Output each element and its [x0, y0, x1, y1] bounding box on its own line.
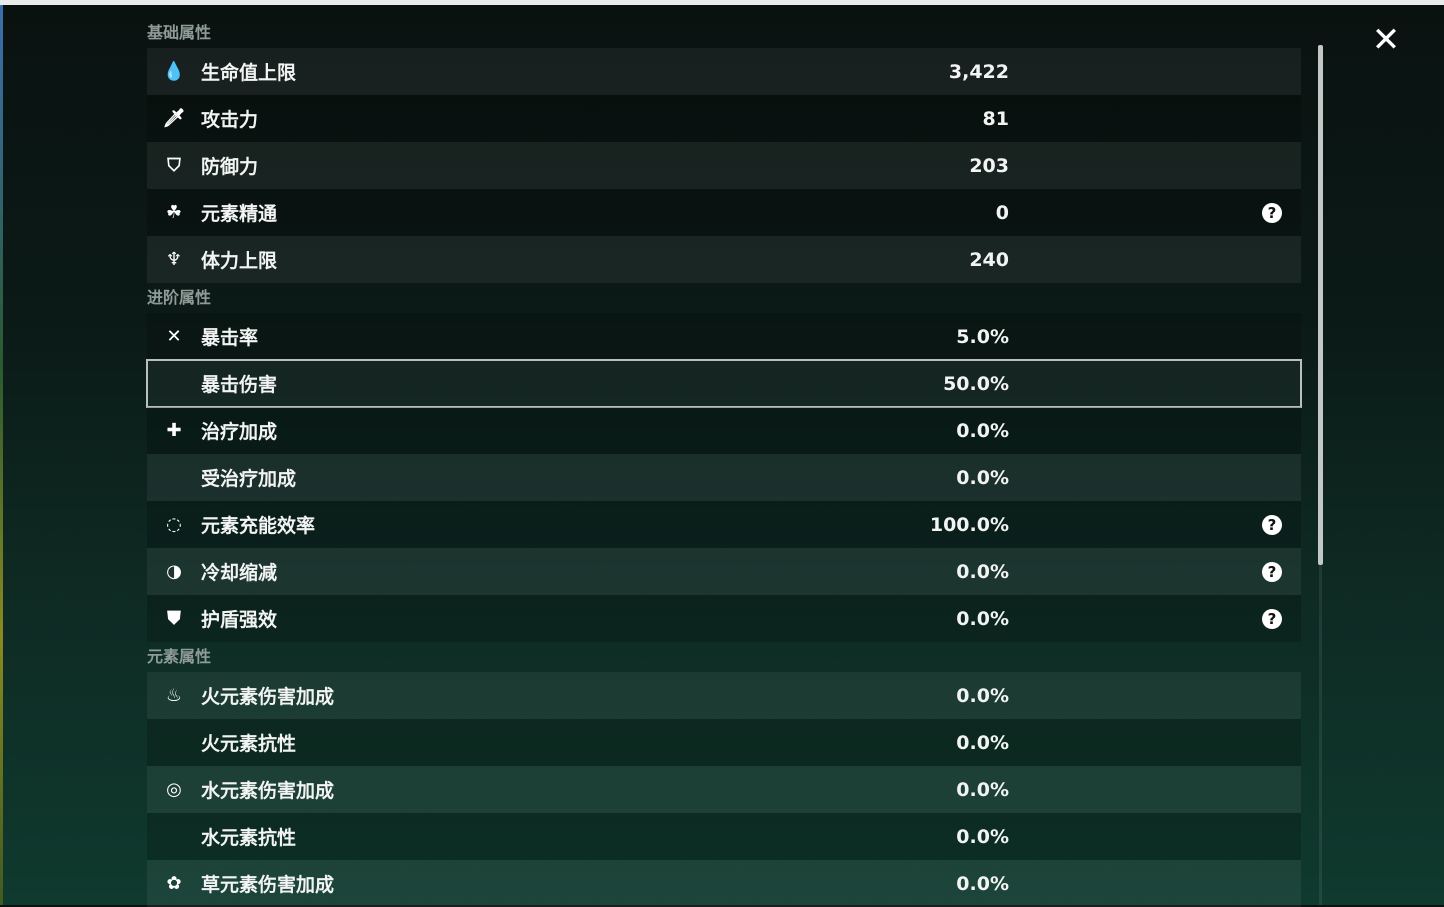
stat-row[interactable]: ✕ 暴击率 5.0%: [147, 313, 1301, 360]
stat-value: 0.0%: [956, 466, 1009, 489]
stat-value: 0.0%: [956, 778, 1009, 801]
stat-row[interactable]: ◌ 元素充能效率 100.0%?: [147, 501, 1301, 548]
stat-value: 0.0%: [956, 560, 1009, 583]
stat-value: 0.0%: [956, 872, 1009, 895]
stat-row[interactable]: ♆ 体力上限 240: [147, 236, 1301, 283]
stat-row[interactable]: 受治疗加成 0.0%: [147, 454, 1301, 501]
pyro-icon: ♨: [165, 685, 183, 706]
stat-row[interactable]: 🗡 攻击力 81: [147, 95, 1301, 142]
stat-value: 203: [969, 154, 1009, 177]
left-edge: [0, 5, 3, 905]
stat-label: 水元素伤害加成: [201, 780, 335, 802]
stat-value: 0: [995, 201, 1009, 224]
stat-label: 火元素伤害加成: [201, 686, 335, 708]
stat-label: 水元素抗性: [201, 827, 297, 849]
stat-value: 81: [982, 107, 1009, 130]
stamina-icon: ♆: [165, 249, 183, 270]
stat-label: 暴击率: [201, 327, 259, 349]
stat-label: 元素充能效率: [201, 515, 316, 537]
cooldown-icon: ◑: [166, 561, 182, 582]
stat-label: 火元素抗性: [201, 733, 297, 755]
help-icon[interactable]: ?: [1262, 561, 1282, 582]
stat-value: 50.0%: [943, 372, 1009, 395]
stat-value: 5.0%: [956, 325, 1009, 348]
section-header: 基础属性: [147, 23, 212, 42]
shield-icon: ⛉: [167, 155, 181, 176]
stat-label: 护盾强效: [201, 609, 278, 631]
stat-row[interactable]: ◑ 冷却缩减 0.0%?: [147, 548, 1301, 595]
stat-value: 240: [969, 248, 1009, 271]
stat-row[interactable]: 💧 生命值上限 3,422: [147, 48, 1301, 95]
stat-row[interactable]: ⛉ 防御力 203: [147, 142, 1301, 189]
stat-label: 草元素伤害加成: [201, 874, 335, 896]
stat-value: 0.0%: [956, 419, 1009, 442]
stat-row[interactable]: 水元素抗性 0.0%: [147, 813, 1301, 860]
stat-label: 防御力: [201, 156, 259, 178]
stat-label: 攻击力: [201, 109, 259, 131]
stat-label: 冷却缩减: [201, 562, 278, 584]
dendro-icon: ✿: [166, 873, 182, 894]
stat-row[interactable]: ◎ 水元素伤害加成 0.0%: [147, 766, 1301, 813]
hp-drop-icon: 💧: [162, 61, 186, 82]
stat-label: 治疗加成: [201, 421, 278, 443]
sword-icon: 🗡: [162, 108, 186, 129]
stat-label: 受治疗加成: [201, 468, 297, 490]
stat-value: 100.0%: [929, 513, 1009, 536]
hydro-icon: ◎: [166, 779, 182, 800]
stat-label: 生命值上限: [201, 62, 297, 84]
shield-strength-icon: ⛊: [167, 608, 181, 629]
stat-value: 0.0%: [956, 607, 1009, 630]
attributes-panel: 基础属性 💧 生命值上限 3,422 🗡 攻击力 81 ⛉ 防御力 203 ☘ 元素精通 0? ♆ 体力上限…: [146, 18, 1302, 907]
stat-row[interactable]: ♨ 火元素伤害加成 0.0%: [147, 672, 1301, 719]
stat-row[interactable]: 火元素抗性 0.0%: [147, 719, 1301, 766]
help-icon[interactable]: ?: [1262, 608, 1282, 629]
stat-label: 元素精通: [201, 203, 278, 225]
top-border: [0, 0, 1444, 5]
crit-rate-icon: ✕: [166, 326, 182, 347]
stat-value: 0.0%: [956, 684, 1009, 707]
close-icon: ✕: [1371, 20, 1401, 60]
stat-value: 0.0%: [956, 825, 1009, 848]
stat-row[interactable]: ✿ 草元素伤害加成 0.0%: [147, 860, 1301, 907]
close-button[interactable]: ✕: [1368, 22, 1404, 58]
stat-value: 3,422: [948, 60, 1009, 83]
stat-label: 体力上限: [201, 250, 278, 272]
energy-recharge-icon: ◌: [166, 514, 182, 535]
healing-cross-icon: ✚: [166, 420, 182, 441]
elemental-mastery-icon: ☘: [165, 202, 183, 223]
scrollbar-thumb[interactable]: [1318, 45, 1323, 565]
section-header: 进阶属性: [147, 288, 212, 307]
stat-row[interactable]: ☘ 元素精通 0?: [147, 189, 1301, 236]
stat-row[interactable]: ⛊ 护盾强效 0.0%?: [147, 595, 1301, 642]
section-header: 元素属性: [147, 647, 212, 666]
stat-value: 0.0%: [956, 731, 1009, 754]
stat-row[interactable]: 暴击伤害 50.0%: [146, 359, 1302, 408]
help-icon[interactable]: ?: [1262, 202, 1282, 223]
crit-dmg-icon: [163, 373, 185, 395]
stat-row[interactable]: ✚ 治疗加成 0.0%: [147, 407, 1301, 454]
stat-label: 暴击伤害: [201, 374, 278, 396]
help-icon[interactable]: ?: [1262, 514, 1282, 535]
